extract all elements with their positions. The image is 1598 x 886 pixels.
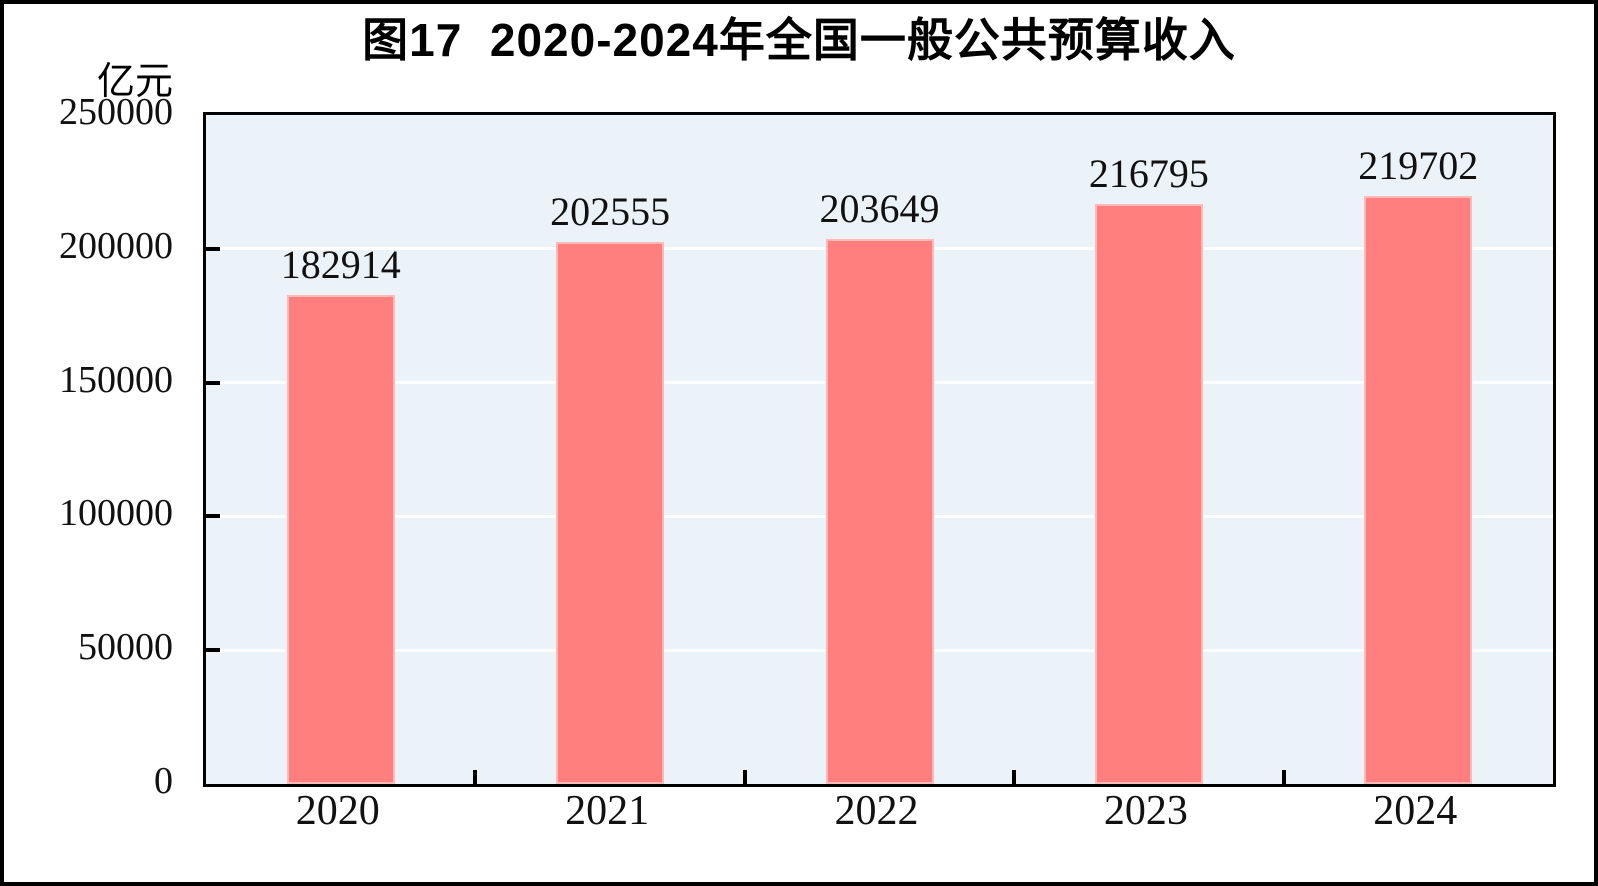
bar-value-label: 182914 xyxy=(280,241,401,287)
y-axis-unit-label: 亿元 xyxy=(96,61,173,103)
x-axis-tick xyxy=(473,770,478,784)
y-axis-tick xyxy=(206,380,220,385)
bar-2022 xyxy=(825,239,934,784)
bar-value-label: 216795 xyxy=(1088,150,1209,196)
y-axis-tick-label: 0 xyxy=(154,760,173,802)
y-axis-tick-label: 50000 xyxy=(78,626,173,669)
y-axis-tick-label: 250000 xyxy=(59,91,173,133)
chart-title: 图17 2020-2024年全国一般公共预算收入 xyxy=(362,14,1236,66)
plot-area: 182914 202555 203649 216795 219702 xyxy=(203,112,1556,787)
x-axis-category-label: 2023 xyxy=(1103,788,1188,834)
y-axis-tick-label: 200000 xyxy=(59,224,173,267)
x-axis-category-label: 2020 xyxy=(295,788,380,834)
bar-value-label: 219702 xyxy=(1358,143,1479,189)
bar-value-label: 202555 xyxy=(550,188,671,234)
y-axis-tick xyxy=(206,648,220,653)
y-axis-tick xyxy=(206,514,220,519)
bar-2024 xyxy=(1364,196,1473,784)
x-axis-tick xyxy=(742,770,747,784)
y-axis-tick-label: 100000 xyxy=(59,492,173,535)
x-axis-tick xyxy=(1012,770,1017,784)
bar-2021 xyxy=(556,241,665,784)
bar-value-label: 203649 xyxy=(819,186,940,232)
x-axis-category-label: 2021 xyxy=(565,788,650,834)
y-axis-tick-label: 150000 xyxy=(59,358,173,401)
x-axis-category-label: 2024 xyxy=(1373,788,1458,834)
bar-2020 xyxy=(286,294,395,784)
x-axis-tick xyxy=(1281,770,1286,784)
x-axis-category-label: 2022 xyxy=(834,788,919,834)
bar-2023 xyxy=(1094,203,1203,784)
y-axis-tick xyxy=(206,246,220,251)
